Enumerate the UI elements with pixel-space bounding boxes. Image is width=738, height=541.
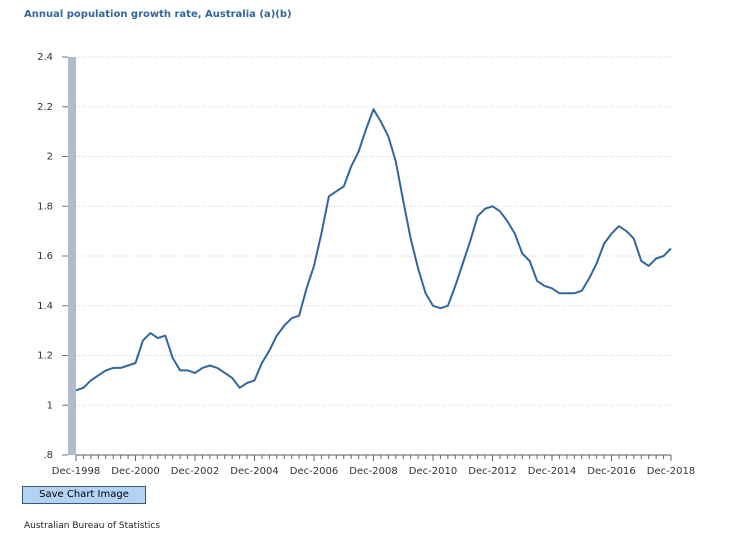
gridlines [76, 56, 671, 406]
y-tick-label: .8 [43, 450, 53, 461]
series-line [75, 108, 672, 392]
y-tick-label: 2.4 [37, 52, 53, 63]
x-tick-label: Dec-2000 [111, 466, 159, 477]
x-tick-label: Dec-2002 [171, 466, 219, 477]
y-axis-bar [68, 57, 76, 455]
save-chart-image-button[interactable]: Save Chart Image [22, 486, 146, 504]
x-tick-label: Dec-2008 [349, 466, 397, 477]
y-tick-label: 1 [47, 400, 53, 411]
line-chart: .811.21.41.61.822.22.4 Dec-1998 Dec-2000 D… [37, 52, 695, 477]
x-tick-label: Dec-2018 [647, 466, 695, 477]
y-tick-label: 2 [47, 152, 53, 163]
y-tick-label: 1.6 [37, 251, 53, 262]
y-tick-label: 1.2 [37, 351, 53, 362]
x-tick-label: Dec-2016 [587, 466, 635, 477]
chart-title: Annual population growth rate, Australia… [24, 9, 292, 20]
y-axis-ticks: .8 1 1.2 1.4 1.6 1.8 2 2.2 2.4 [37, 52, 68, 461]
y-tick-label: 2.2 [37, 102, 53, 113]
x-tick-label: Dec-2006 [290, 466, 338, 477]
x-tick-label: Dec-2004 [230, 466, 278, 477]
series-layer [75, 108, 672, 392]
y-tick-label: 1.8 [37, 201, 53, 212]
y-tick-label: 1.4 [37, 301, 53, 312]
x-tick-label: Dec-2012 [468, 466, 516, 477]
source-note: Australian Bureau of Statistics [24, 521, 161, 531]
x-tick-label: Dec-2010 [409, 466, 457, 477]
x-tick-label: Dec-1998 [52, 466, 100, 477]
x-axis-ticks: Dec-1998 Dec-2000 Dec-2002 Dec-2004 Dec-2006… [52, 455, 695, 477]
x-tick-label: Dec-2014 [528, 466, 576, 477]
